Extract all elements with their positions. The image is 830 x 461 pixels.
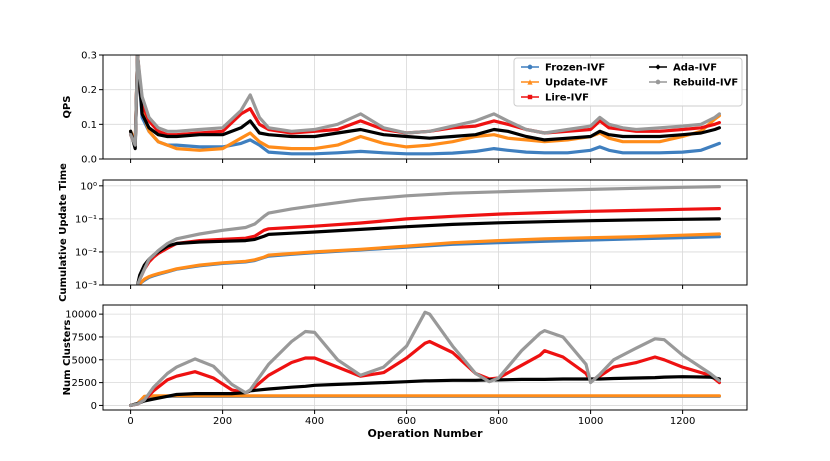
x-tick-label: 400 bbox=[305, 416, 324, 427]
x-axis-label: Operation Number bbox=[367, 427, 483, 440]
legend-label: Ada-IVF bbox=[673, 63, 717, 74]
y-tick-label: 10⁻³ bbox=[75, 281, 97, 292]
y-tick-label: 0.3 bbox=[81, 51, 97, 62]
legend-marker bbox=[527, 94, 533, 100]
legend-marker bbox=[527, 64, 533, 70]
legend-label: Rebuild-IVF bbox=[673, 78, 738, 89]
legend-label: Update-IVF bbox=[545, 78, 608, 89]
panel-3: 0 2500 5000 7500 10000 0 200 400 600 800 1000 1200 N… bbox=[62, 304, 748, 440]
series-group bbox=[129, 55, 721, 156]
legend-marker bbox=[527, 79, 533, 85]
axes-frame bbox=[102, 304, 748, 411]
y-tick-label: 0.1 bbox=[81, 120, 97, 131]
y-tick-label: 5000 bbox=[72, 355, 97, 366]
series-line-Rebuild-IVF bbox=[129, 55, 721, 147]
axes-frame bbox=[102, 54, 748, 160]
x-tick-label: 600 bbox=[397, 416, 416, 427]
x-tick-label: 1200 bbox=[670, 416, 695, 427]
y-tick-label: 7500 bbox=[72, 332, 97, 343]
y-tick-label: 10000 bbox=[65, 310, 97, 321]
y-axis-label: QPS bbox=[62, 95, 73, 118]
x-tick-label: 1000 bbox=[578, 416, 603, 427]
y-axis-label: Cumulative Update Time bbox=[58, 163, 69, 302]
legend-label: Frozen-IVF bbox=[545, 63, 605, 74]
series-group bbox=[129, 310, 721, 407]
y-tick-label: 10⁻² bbox=[75, 247, 97, 258]
y-tick-label: 0 bbox=[91, 401, 97, 412]
y-axis-label: Num Clusters bbox=[62, 320, 73, 396]
y-tick-label: 10⁰ bbox=[80, 181, 97, 192]
y-tick-label: 2500 bbox=[72, 378, 97, 389]
series-line-Lire-IVF bbox=[129, 339, 721, 407]
series-group bbox=[135, 185, 721, 285]
y-tick-label: 0.0 bbox=[81, 155, 97, 166]
x-tick-label: 0 bbox=[127, 416, 133, 427]
series-line-Update-IVF bbox=[135, 232, 721, 285]
series-line-Update-IVF bbox=[129, 394, 721, 407]
legend-label: Lire-IVF bbox=[545, 93, 589, 104]
series-line-Rebuild-IVF bbox=[129, 310, 721, 407]
legend: Frozen-IVF Ada-IVF Update-IVF Rebuild-IVF Li… bbox=[513, 57, 743, 107]
series-line-Rebuild-IVF bbox=[135, 185, 721, 285]
y-tick-label: 10⁻¹ bbox=[75, 214, 97, 225]
y-tick-label: 0.2 bbox=[81, 85, 97, 96]
series-line-Update-IVF bbox=[129, 55, 721, 152]
panel-2: 10⁻³ 10⁻² 10⁻¹ 10⁰ Cumulative Update Time bbox=[58, 163, 748, 302]
legend-marker bbox=[655, 79, 661, 85]
legend-marker bbox=[655, 64, 661, 70]
series-line-Ada-IVF bbox=[129, 55, 721, 151]
x-tick-label: 200 bbox=[213, 416, 232, 427]
series-line-Frozen-IVF bbox=[129, 394, 721, 407]
axes-frame bbox=[102, 179, 748, 286]
panel-1: 0.0 0.1 0.2 0.3 QPS Frozen-IVF Ada-IVF Update-I… bbox=[62, 51, 748, 166]
x-tick-label: 800 bbox=[489, 416, 508, 427]
legend-box bbox=[513, 57, 743, 107]
series-line-Ada-IVF bbox=[129, 375, 721, 407]
